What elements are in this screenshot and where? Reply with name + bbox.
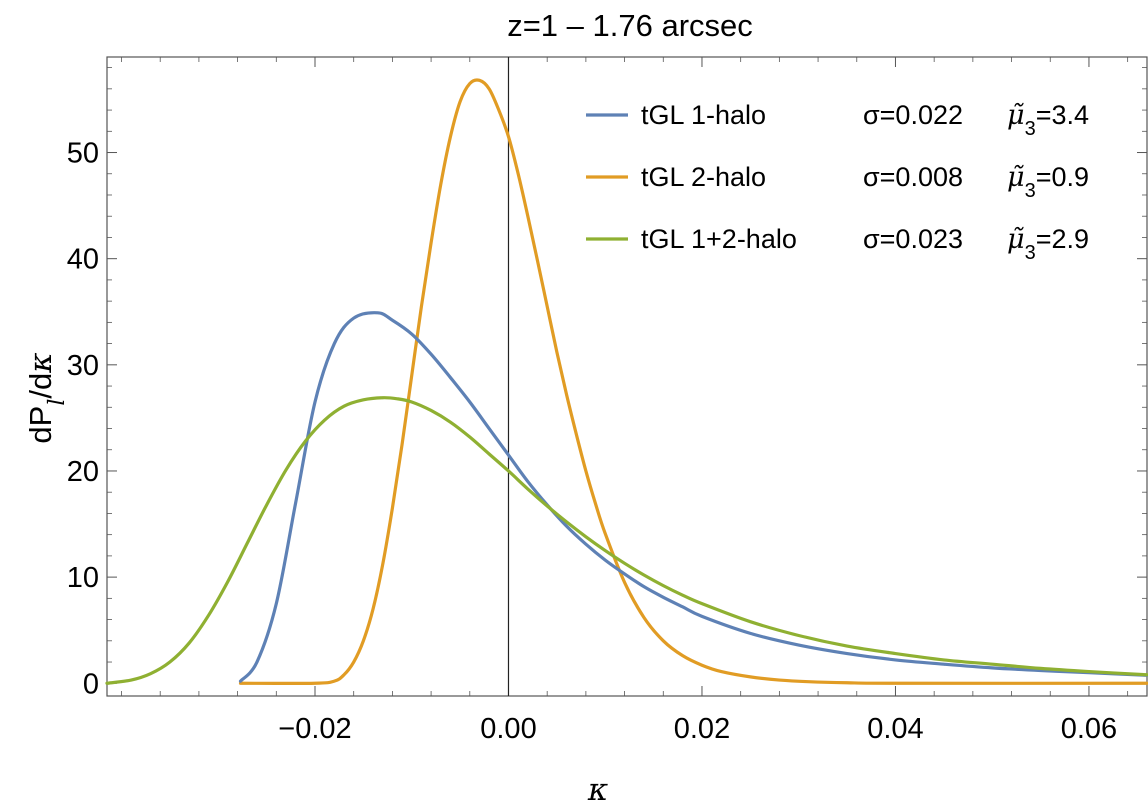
y-tick-label: 10 [67,562,99,594]
legend-entry-2-halo: tGL 2-halo σ=0.008 μ̃3=0.9 [586,162,1089,202]
series-group [105,78,1148,686]
x-tick-label: 0.06 [1061,713,1117,745]
y-tick-label: 20 [67,456,99,488]
x-axis-label: κ [587,772,608,808]
legend-series-name: tGL 2-halo [641,162,766,192]
axis-ticks-group: −0.02 0.00 0.02 0.04 0.06 0 10 20 30 40 50 [67,57,1147,745]
plot-frame-group [106,56,1148,697]
x-tick-label: 0.04 [867,713,923,745]
legend-sigma-value: σ=0.023 [863,224,963,254]
x-tick-label: 0.02 [674,713,730,745]
series-line-2-halo [238,78,1148,686]
legend: tGL 1-halo σ=0.022 μ̃3=3.4 tGL 2-halo σ=0.00… [586,100,1089,264]
legend-mu3-value: μ̃3=2.9 [1007,224,1089,264]
y-tick-label: 40 [67,244,99,276]
legend-sigma-value: σ=0.008 [863,162,963,192]
y-tick-label: 30 [67,350,99,382]
x-tick-label: −0.02 [278,713,351,745]
series-line-1-halo [238,311,1148,683]
legend-mu3-value: μ̃3=3.4 [1007,100,1089,140]
legend-mu3-value: μ̃3=0.9 [1007,162,1089,202]
legend-entry-1-halo: tGL 1-halo σ=0.022 μ̃3=3.4 [586,100,1089,140]
legend-sigma-value: σ=0.022 [863,100,963,130]
legend-series-name: tGL 1-halo [641,100,766,130]
legend-series-name: tGL 1+2-halo [641,224,797,254]
chart-title: z=1 – 1.76 arcsec [507,8,753,43]
plot-frame [106,56,1148,697]
legend-entry-1plus2-halo: tGL 1+2-halo σ=0.023 μ̃3=2.9 [586,224,1089,264]
x-tick-label: 0.00 [480,713,536,745]
y-tick-label: 0 [83,668,99,700]
series-line-1plus2-halo [105,396,1148,685]
y-axis-label: dPl/dκ [23,352,70,443]
y-tick-label: 50 [67,138,99,170]
